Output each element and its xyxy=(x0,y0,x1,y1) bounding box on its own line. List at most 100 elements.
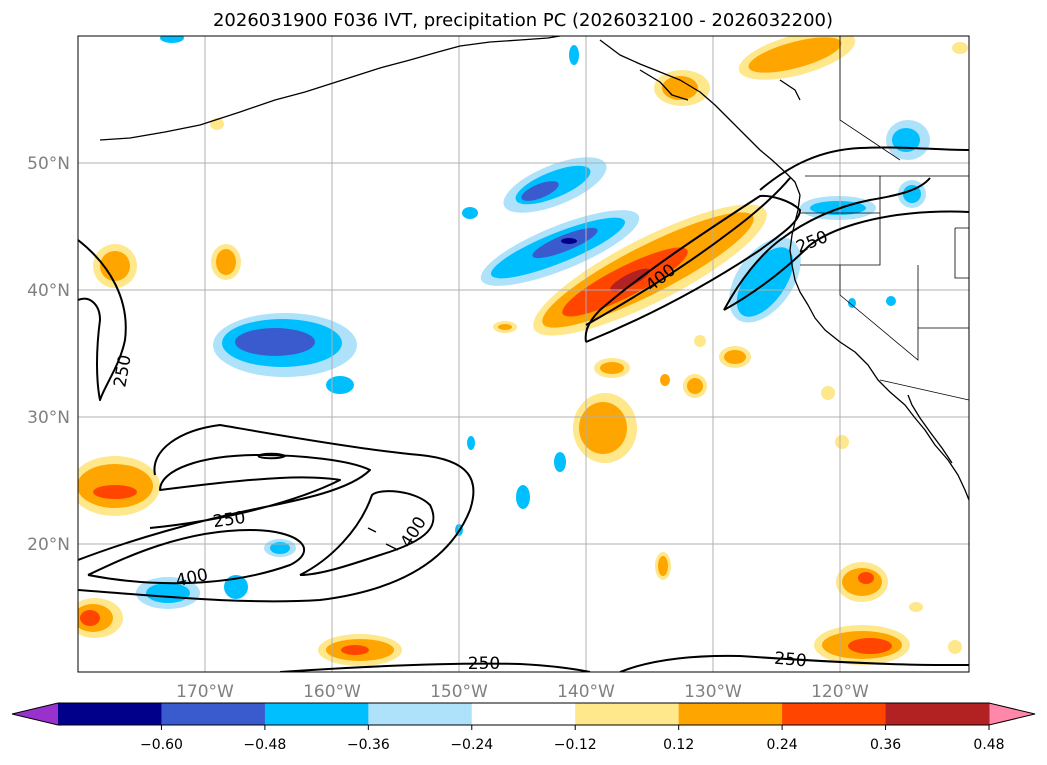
precip-region xyxy=(886,296,896,306)
precip-region xyxy=(724,350,746,364)
precip-region xyxy=(610,268,650,292)
precip-region xyxy=(516,485,530,509)
figure-title: 2026031900 F036 IVT, precipitation PC (2… xyxy=(213,10,833,31)
ivt-contour-250 xyxy=(78,424,475,603)
ivt-contour-250 xyxy=(723,177,931,311)
colorbar-segment xyxy=(368,703,473,725)
colorbar-ticks: −0.60 −0.48 −0.36 −0.24 −0.12 0.12 0.24 0.36 0.4… xyxy=(140,725,1005,753)
precip-region xyxy=(748,37,842,73)
map-frame xyxy=(77,35,970,673)
border-us-mexico xyxy=(879,379,969,401)
colorbar-segments xyxy=(58,703,990,725)
colorbar-tick-label: −0.12 xyxy=(554,737,597,753)
ivt-contour-400 xyxy=(87,529,305,585)
latitude-labels: 50°N 40°N 30°N 20°N xyxy=(27,154,70,555)
precip-region xyxy=(93,485,137,499)
colorbar-segment xyxy=(264,703,369,725)
precip-region xyxy=(341,645,369,655)
lat-label: 30°N xyxy=(27,408,70,428)
precip-region xyxy=(569,45,579,65)
precip-region xyxy=(835,435,849,449)
colorbar-segment xyxy=(678,703,783,725)
longitude-labels: 170°W 160°W 150°W 140°W 130°W 120°W xyxy=(176,682,869,702)
colorbar-outline xyxy=(11,702,1036,726)
ivt-contour-250 xyxy=(619,654,969,672)
ivt-contour-label: 250 xyxy=(773,649,807,672)
border-state xyxy=(839,265,969,361)
ivt-contour-label: 250 xyxy=(468,654,500,674)
lon-label: 140°W xyxy=(557,682,615,702)
precip-region xyxy=(462,207,478,219)
ivt-contour-250 xyxy=(759,146,969,191)
precip-region xyxy=(858,572,874,584)
lat-label: 50°N xyxy=(27,154,70,174)
colorbar-tick-label: 0.36 xyxy=(870,737,901,753)
island-coast xyxy=(639,69,689,101)
baja-coast xyxy=(907,394,953,464)
graticule xyxy=(78,36,969,672)
precip-region xyxy=(909,602,923,612)
precip-region xyxy=(579,402,627,454)
lon-label: 130°W xyxy=(684,682,742,702)
ivt-contour-250 xyxy=(585,177,791,326)
map-background xyxy=(78,36,969,672)
colorbar-segment xyxy=(471,703,576,725)
precip-region xyxy=(326,376,354,394)
lon-label: 160°W xyxy=(303,682,361,702)
colorbar-tick-label: 0.12 xyxy=(663,737,694,753)
colorbar-tick-label: −0.48 xyxy=(243,737,286,753)
ivt-contour-250 xyxy=(723,210,969,311)
precip-region xyxy=(100,251,130,281)
lon-label: 120°W xyxy=(811,682,869,702)
alaska-coast xyxy=(99,36,561,141)
colorbar-extend-left xyxy=(12,703,58,725)
precip-region xyxy=(270,542,290,554)
precip-region xyxy=(235,328,315,356)
ivt-contour-small xyxy=(257,452,286,460)
precip-negative xyxy=(136,36,930,609)
bc-coast xyxy=(599,39,801,196)
precip-region xyxy=(821,386,835,400)
colorbar-segment xyxy=(782,703,887,725)
borders xyxy=(800,36,969,401)
precip-region xyxy=(521,181,559,201)
precip-region xyxy=(848,298,856,308)
colorbar-tick-label: −0.24 xyxy=(450,737,493,753)
precip-region xyxy=(736,247,794,317)
colorbar-tick-label: 0.48 xyxy=(973,737,1004,753)
precip-region xyxy=(903,185,921,203)
colorbar-extend-right xyxy=(989,703,1035,725)
colorbar-segment xyxy=(885,703,990,725)
ivt-contours xyxy=(78,146,969,672)
ivt-contour-400 xyxy=(584,194,801,343)
precip-region xyxy=(561,238,577,244)
island-coast xyxy=(779,79,801,101)
ivt-contour-250 xyxy=(279,662,591,672)
precip-region xyxy=(694,335,706,347)
map-panel: 250 250 400 400 250 250 400 250 50°N 40°… xyxy=(27,35,970,702)
colorbar-tick-label: −0.60 xyxy=(140,737,183,753)
precip-region xyxy=(600,362,624,374)
precip-region xyxy=(952,42,968,54)
us-west-coast xyxy=(789,194,969,501)
precip-region xyxy=(216,249,236,275)
precip-region xyxy=(658,556,668,576)
colorbar: −0.60 −0.48 −0.36 −0.24 −0.12 0.12 0.24 0.36 0.4… xyxy=(11,702,1036,753)
precip-region xyxy=(892,128,920,152)
ivt-contour-400 xyxy=(299,490,435,576)
colorbar-tick-label: 0.24 xyxy=(767,737,798,753)
precip-region xyxy=(160,36,184,43)
precip-region xyxy=(467,436,475,450)
colorbar-segment xyxy=(58,703,162,725)
border-alaska xyxy=(839,36,901,161)
precip-region xyxy=(498,324,512,330)
lon-label: 150°W xyxy=(430,682,488,702)
precip-region xyxy=(660,374,670,386)
coastlines xyxy=(99,36,969,551)
precip-region xyxy=(80,610,100,626)
border-state xyxy=(879,176,969,328)
ivt-contour-250 xyxy=(78,239,127,401)
colorbar-tick-label: −0.36 xyxy=(347,737,390,753)
colorbar-segment xyxy=(575,703,680,725)
